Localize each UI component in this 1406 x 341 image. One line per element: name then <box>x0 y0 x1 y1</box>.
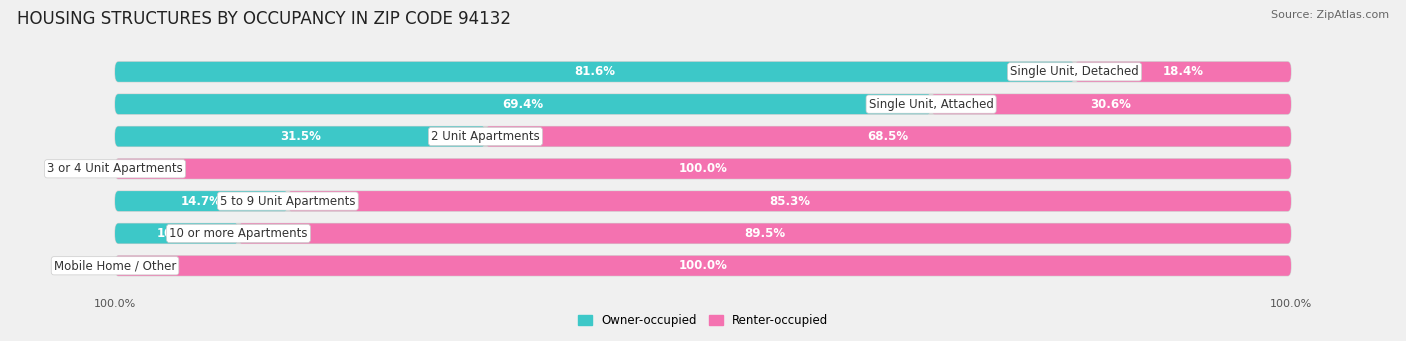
Legend: Owner-occupied, Renter-occupied: Owner-occupied, Renter-occupied <box>572 310 834 332</box>
Text: 0.0%: 0.0% <box>80 259 110 272</box>
FancyBboxPatch shape <box>115 191 1291 211</box>
FancyBboxPatch shape <box>115 223 1291 243</box>
Text: 0.0%: 0.0% <box>80 162 110 175</box>
Text: 81.6%: 81.6% <box>574 65 616 78</box>
FancyBboxPatch shape <box>288 191 1291 211</box>
FancyBboxPatch shape <box>115 62 1291 82</box>
Text: 14.7%: 14.7% <box>181 195 222 208</box>
Text: 31.5%: 31.5% <box>280 130 321 143</box>
Text: 100.0%: 100.0% <box>679 259 727 272</box>
FancyBboxPatch shape <box>115 256 1291 276</box>
FancyBboxPatch shape <box>931 94 1291 114</box>
Text: 85.3%: 85.3% <box>769 195 810 208</box>
FancyBboxPatch shape <box>115 223 239 243</box>
FancyBboxPatch shape <box>115 94 1291 114</box>
Text: 69.4%: 69.4% <box>502 98 544 110</box>
Text: Mobile Home / Other: Mobile Home / Other <box>53 259 176 272</box>
FancyBboxPatch shape <box>115 127 1291 147</box>
FancyBboxPatch shape <box>485 127 1291 147</box>
Text: Single Unit, Detached: Single Unit, Detached <box>1011 65 1139 78</box>
FancyBboxPatch shape <box>239 223 1291 243</box>
Text: 10.5%: 10.5% <box>156 227 197 240</box>
FancyBboxPatch shape <box>115 94 931 114</box>
Text: 10 or more Apartments: 10 or more Apartments <box>169 227 308 240</box>
Text: 2 Unit Apartments: 2 Unit Apartments <box>432 130 540 143</box>
Text: 5 to 9 Unit Apartments: 5 to 9 Unit Apartments <box>221 195 356 208</box>
Text: HOUSING STRUCTURES BY OCCUPANCY IN ZIP CODE 94132: HOUSING STRUCTURES BY OCCUPANCY IN ZIP C… <box>17 10 510 28</box>
FancyBboxPatch shape <box>1074 62 1291 82</box>
FancyBboxPatch shape <box>115 256 1291 276</box>
Text: 30.6%: 30.6% <box>1091 98 1132 110</box>
Text: 18.4%: 18.4% <box>1163 65 1204 78</box>
FancyBboxPatch shape <box>115 62 1074 82</box>
Text: 68.5%: 68.5% <box>868 130 908 143</box>
FancyBboxPatch shape <box>115 127 485 147</box>
Text: Source: ZipAtlas.com: Source: ZipAtlas.com <box>1271 10 1389 20</box>
Text: 3 or 4 Unit Apartments: 3 or 4 Unit Apartments <box>48 162 183 175</box>
FancyBboxPatch shape <box>115 191 288 211</box>
Text: Single Unit, Attached: Single Unit, Attached <box>869 98 994 110</box>
FancyBboxPatch shape <box>115 159 1291 179</box>
Text: 100.0%: 100.0% <box>679 162 727 175</box>
FancyBboxPatch shape <box>115 159 1291 179</box>
Text: 89.5%: 89.5% <box>744 227 786 240</box>
